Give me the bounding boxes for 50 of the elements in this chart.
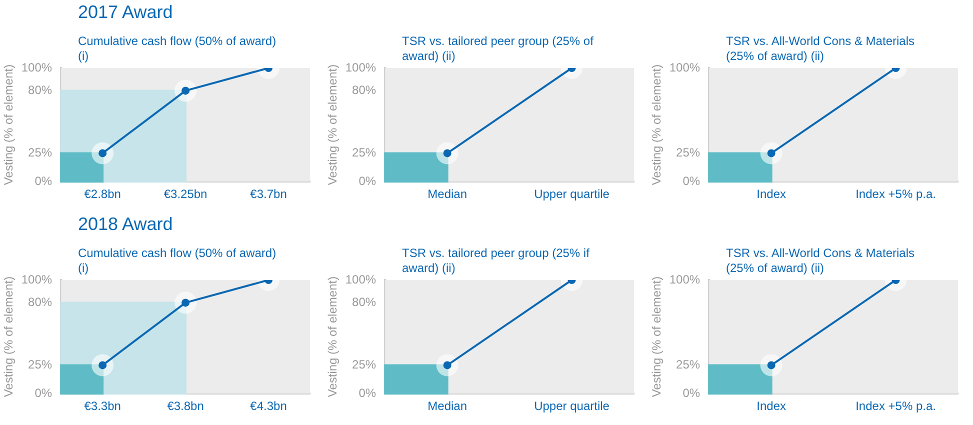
x-tick-label: Index <box>756 399 786 414</box>
chart-subtitle: Cumulative cash flow (50% of award) (i) <box>78 34 278 64</box>
y-axis-title: Vesting (% of element) <box>650 64 664 186</box>
y-tick-label: 100% <box>21 272 52 286</box>
x-tick-label: €3.3bn <box>84 399 121 414</box>
y-tick-label: 25% <box>28 146 52 160</box>
y-tick-label: 25% <box>676 146 700 160</box>
y-tick-label: 100% <box>669 272 700 286</box>
x-tick-label: Median <box>428 399 467 414</box>
chart-subtitle: TSR vs. All-World Cons & Materials (25% of award) (ii) <box>726 246 916 276</box>
y-tick-label: 0% <box>34 386 52 400</box>
y-tick-label: 80% <box>352 295 376 310</box>
x-tick-label: Median <box>428 187 467 202</box>
y-tick-label: 0% <box>34 174 52 188</box>
x-tick-label: €2.8bn <box>84 187 121 202</box>
x-tick-label: Index +5% p.a. <box>856 187 936 202</box>
chart-subtitle: Cumulative cash flow (50% of award) (i) <box>78 246 278 276</box>
y-tick-label: 100% <box>345 272 376 286</box>
x-tick-label: Index <box>756 187 786 202</box>
chart-title: 2018 Award <box>78 214 173 235</box>
x-tick-label: Upper quartile <box>534 399 610 414</box>
y-tick-label: 25% <box>352 146 376 160</box>
chart-subtitle: TSR vs. All-World Cons & Materials (25% of award) (ii) <box>726 34 916 64</box>
y-tick-label: 0% <box>358 174 376 188</box>
y-tick-label: 100% <box>669 60 700 74</box>
x-tick-label: €3.8bn <box>167 399 204 414</box>
y-tick-label: 100% <box>21 60 52 74</box>
x-tick-label: Index +5% p.a. <box>856 399 936 414</box>
chart-subtitle: TSR vs. tailored peer group (25% if award) (ii) <box>402 246 590 276</box>
chart-title: 2017 Award <box>78 2 173 23</box>
y-axis-title: Vesting (% of element) <box>326 64 340 186</box>
y-tick-label: 25% <box>28 358 52 372</box>
x-tick-label: €3.25bn <box>164 187 208 202</box>
y-tick-label: 0% <box>682 386 700 400</box>
y-tick-label: 25% <box>676 358 700 372</box>
y-tick-label: 0% <box>682 174 700 188</box>
y-axis-title: Vesting (% of element) <box>2 64 16 186</box>
y-tick-label: 0% <box>358 386 376 400</box>
y-tick-label: 80% <box>28 83 52 98</box>
y-tick-label: 80% <box>352 83 376 98</box>
y-tick-label: 80% <box>28 295 52 310</box>
x-tick-label: €3.7bn <box>250 187 287 202</box>
x-tick-label: €4.3bn <box>250 399 287 414</box>
chart-subtitle: TSR vs. tailored peer group (25% of award) (ii) <box>402 34 594 64</box>
y-axis-title: Vesting (% of element) <box>326 276 340 398</box>
y-tick-label: 25% <box>352 358 376 372</box>
x-tick-label: Upper quartile <box>534 187 610 202</box>
y-axis-title: Vesting (% of element) <box>650 276 664 398</box>
y-axis-title: Vesting (% of element) <box>2 276 16 398</box>
y-tick-label: 100% <box>345 60 376 74</box>
